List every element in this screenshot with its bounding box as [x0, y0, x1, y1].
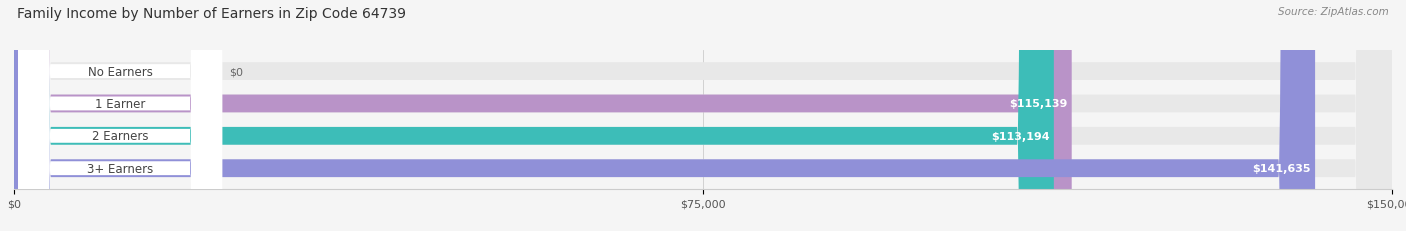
- FancyBboxPatch shape: [14, 0, 1392, 231]
- Text: 2 Earners: 2 Earners: [91, 130, 149, 143]
- FancyBboxPatch shape: [18, 0, 222, 231]
- FancyBboxPatch shape: [14, 0, 1392, 231]
- FancyBboxPatch shape: [18, 0, 222, 231]
- Text: Source: ZipAtlas.com: Source: ZipAtlas.com: [1278, 7, 1389, 17]
- Text: 3+ Earners: 3+ Earners: [87, 162, 153, 175]
- Text: $0: $0: [229, 67, 243, 77]
- FancyBboxPatch shape: [14, 0, 1392, 231]
- FancyBboxPatch shape: [14, 0, 1392, 231]
- Text: Family Income by Number of Earners in Zip Code 64739: Family Income by Number of Earners in Zi…: [17, 7, 406, 21]
- FancyBboxPatch shape: [18, 0, 222, 231]
- Text: $141,635: $141,635: [1253, 164, 1310, 173]
- FancyBboxPatch shape: [14, 0, 1071, 231]
- Text: $113,194: $113,194: [991, 131, 1050, 141]
- Text: 1 Earner: 1 Earner: [96, 97, 145, 110]
- Text: $115,139: $115,139: [1010, 99, 1067, 109]
- Text: No Earners: No Earners: [87, 65, 153, 78]
- FancyBboxPatch shape: [14, 0, 1315, 231]
- FancyBboxPatch shape: [14, 0, 1054, 231]
- FancyBboxPatch shape: [18, 0, 222, 231]
